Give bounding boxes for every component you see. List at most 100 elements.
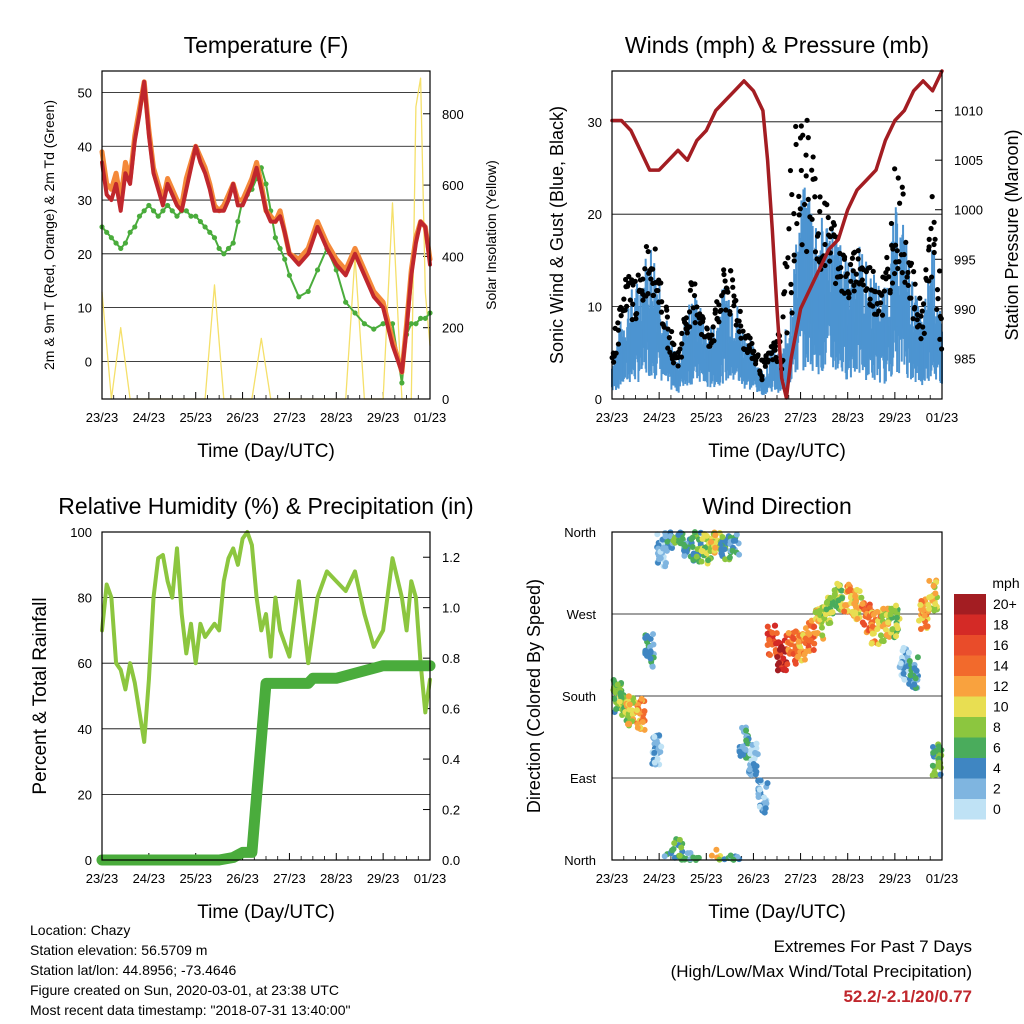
wind-direction-point [914, 654, 921, 661]
wind-direction-point [831, 587, 838, 594]
wind-direction-point [721, 546, 728, 553]
wind-direction-point [802, 625, 809, 632]
wind-gust-point [931, 219, 937, 225]
wind-gust-point [896, 259, 902, 265]
wind-gust-point [855, 256, 861, 262]
wind-direction-point [912, 675, 919, 682]
speed-legend-label: 18 [993, 617, 1009, 633]
winds-plot-border [611, 70, 943, 400]
wind-gust-point [815, 231, 822, 237]
winds-xtick-label: 29/23 [879, 410, 912, 425]
temperature-ytick-label: 50 [78, 86, 92, 101]
humidity-ylabel-left: Percent & Total Rainfall [30, 597, 51, 794]
wind-direction-point [930, 749, 937, 756]
wind-gust-point [755, 352, 761, 358]
humidity-xtick-label: 24/23 [133, 871, 166, 886]
temperature-ylabel-right: Solar Insolation (Yellow) [483, 160, 499, 310]
wind-gust-point [733, 322, 739, 328]
wind-gust-point [727, 311, 733, 317]
wind-gust-point [765, 357, 771, 363]
wind-direction-point [766, 636, 773, 643]
temperature-xtick-label: 24/23 [133, 410, 166, 425]
wind-direction-point [926, 594, 933, 601]
wind-direction-point [780, 646, 787, 653]
direction-xtick-label: 24/23 [643, 871, 676, 886]
wind-direction-point [671, 840, 678, 847]
wind-gust-point [796, 212, 802, 218]
wind-gust-point [669, 328, 675, 335]
wind-gust-point [838, 264, 844, 271]
wind-gust-point [721, 271, 727, 278]
wind-direction-point [859, 600, 866, 607]
wind-gust-point [800, 132, 806, 138]
wind-direction-point [901, 676, 908, 683]
wind-direction-point [900, 670, 907, 677]
speed-legend-label: 0 [993, 801, 1001, 817]
temperature-ylabel-left: 2m & 9m T (Red, Orange) & 2m Td (Green) [41, 100, 57, 370]
wind-direction-point [764, 623, 771, 630]
wind-gust-point [645, 291, 651, 297]
wind-gust-point [772, 347, 778, 353]
temperature-y2tick-label: 0 [442, 392, 449, 407]
wind-gust-point [665, 345, 671, 351]
speed-legend-swatch [954, 696, 986, 717]
wind-gust-point [671, 341, 677, 348]
wind-gust-point [665, 326, 671, 332]
wind-direction-point [877, 632, 884, 639]
wind-gust-point [751, 348, 757, 354]
wind-gust-point [736, 318, 742, 324]
wind-gust-point [791, 211, 797, 217]
wind-direction-point [650, 631, 657, 638]
wind-gust-point [655, 287, 661, 294]
wind-direction-point [905, 649, 912, 656]
wind-direction-point [712, 532, 719, 539]
wind-gust-point [832, 280, 839, 287]
wind-gust-point [788, 281, 794, 287]
winds-ytick-label: 0 [595, 392, 602, 407]
direction-title: Wind Direction [702, 493, 852, 519]
wind-gust-point [899, 184, 905, 190]
speed-legend-swatch [954, 758, 986, 779]
winds-y2tick-label: 990 [954, 302, 976, 317]
wind-gust-point [678, 354, 685, 360]
wind-gust-point [853, 271, 859, 277]
wind-direction-point [827, 609, 834, 616]
wind-gust-point [684, 330, 690, 336]
wind-direction-point [893, 622, 900, 629]
wind-direction-point [774, 667, 781, 674]
wind-gust-point [683, 315, 689, 321]
speed-legend-swatch [954, 614, 986, 635]
wind-direction-point [678, 844, 685, 851]
wind-direction-point [613, 705, 620, 712]
dewpoint-line [101, 166, 431, 384]
wind-gust-point [747, 335, 753, 341]
wind-gust-point [887, 290, 893, 296]
humidity-y2tick-label: 0.8 [442, 651, 460, 666]
humidity-plot-border [101, 531, 431, 861]
wind-direction-point [917, 626, 924, 633]
wind-direction-point [681, 552, 688, 559]
wind-gust-point [889, 280, 896, 286]
temp-2m-line [100, 79, 432, 375]
humidity-panel: Relative Humidity (%) & Precipitation (i… [30, 493, 474, 923]
wind-gust-point [867, 264, 873, 271]
humidity-y2tick-label: 1.2 [442, 550, 460, 565]
wind-direction-point [852, 602, 859, 609]
wind-gust-point [716, 319, 722, 325]
extremes-box: Extremes For Past 7 Days (High/Low/Max W… [671, 934, 972, 1009]
direction-xlabel: Time (Day/UTC) [708, 902, 846, 923]
wind-gust-point [936, 268, 943, 274]
wind-gust-point [921, 330, 927, 337]
wind-direction-point [936, 759, 943, 766]
speed-legend-swatch [954, 655, 986, 676]
speed-legend-swatch [954, 635, 986, 656]
speed-legend-label: 20+ [993, 596, 1017, 612]
wind-direction-point [634, 707, 641, 714]
wind-gust-point [841, 256, 848, 262]
wind-direction-point [705, 557, 712, 564]
wind-gust-point [626, 273, 632, 280]
wind-direction-point [651, 749, 658, 756]
wind-direction-point [932, 590, 939, 597]
wind-direction-point [769, 629, 776, 636]
wind-gust-point [625, 280, 632, 286]
